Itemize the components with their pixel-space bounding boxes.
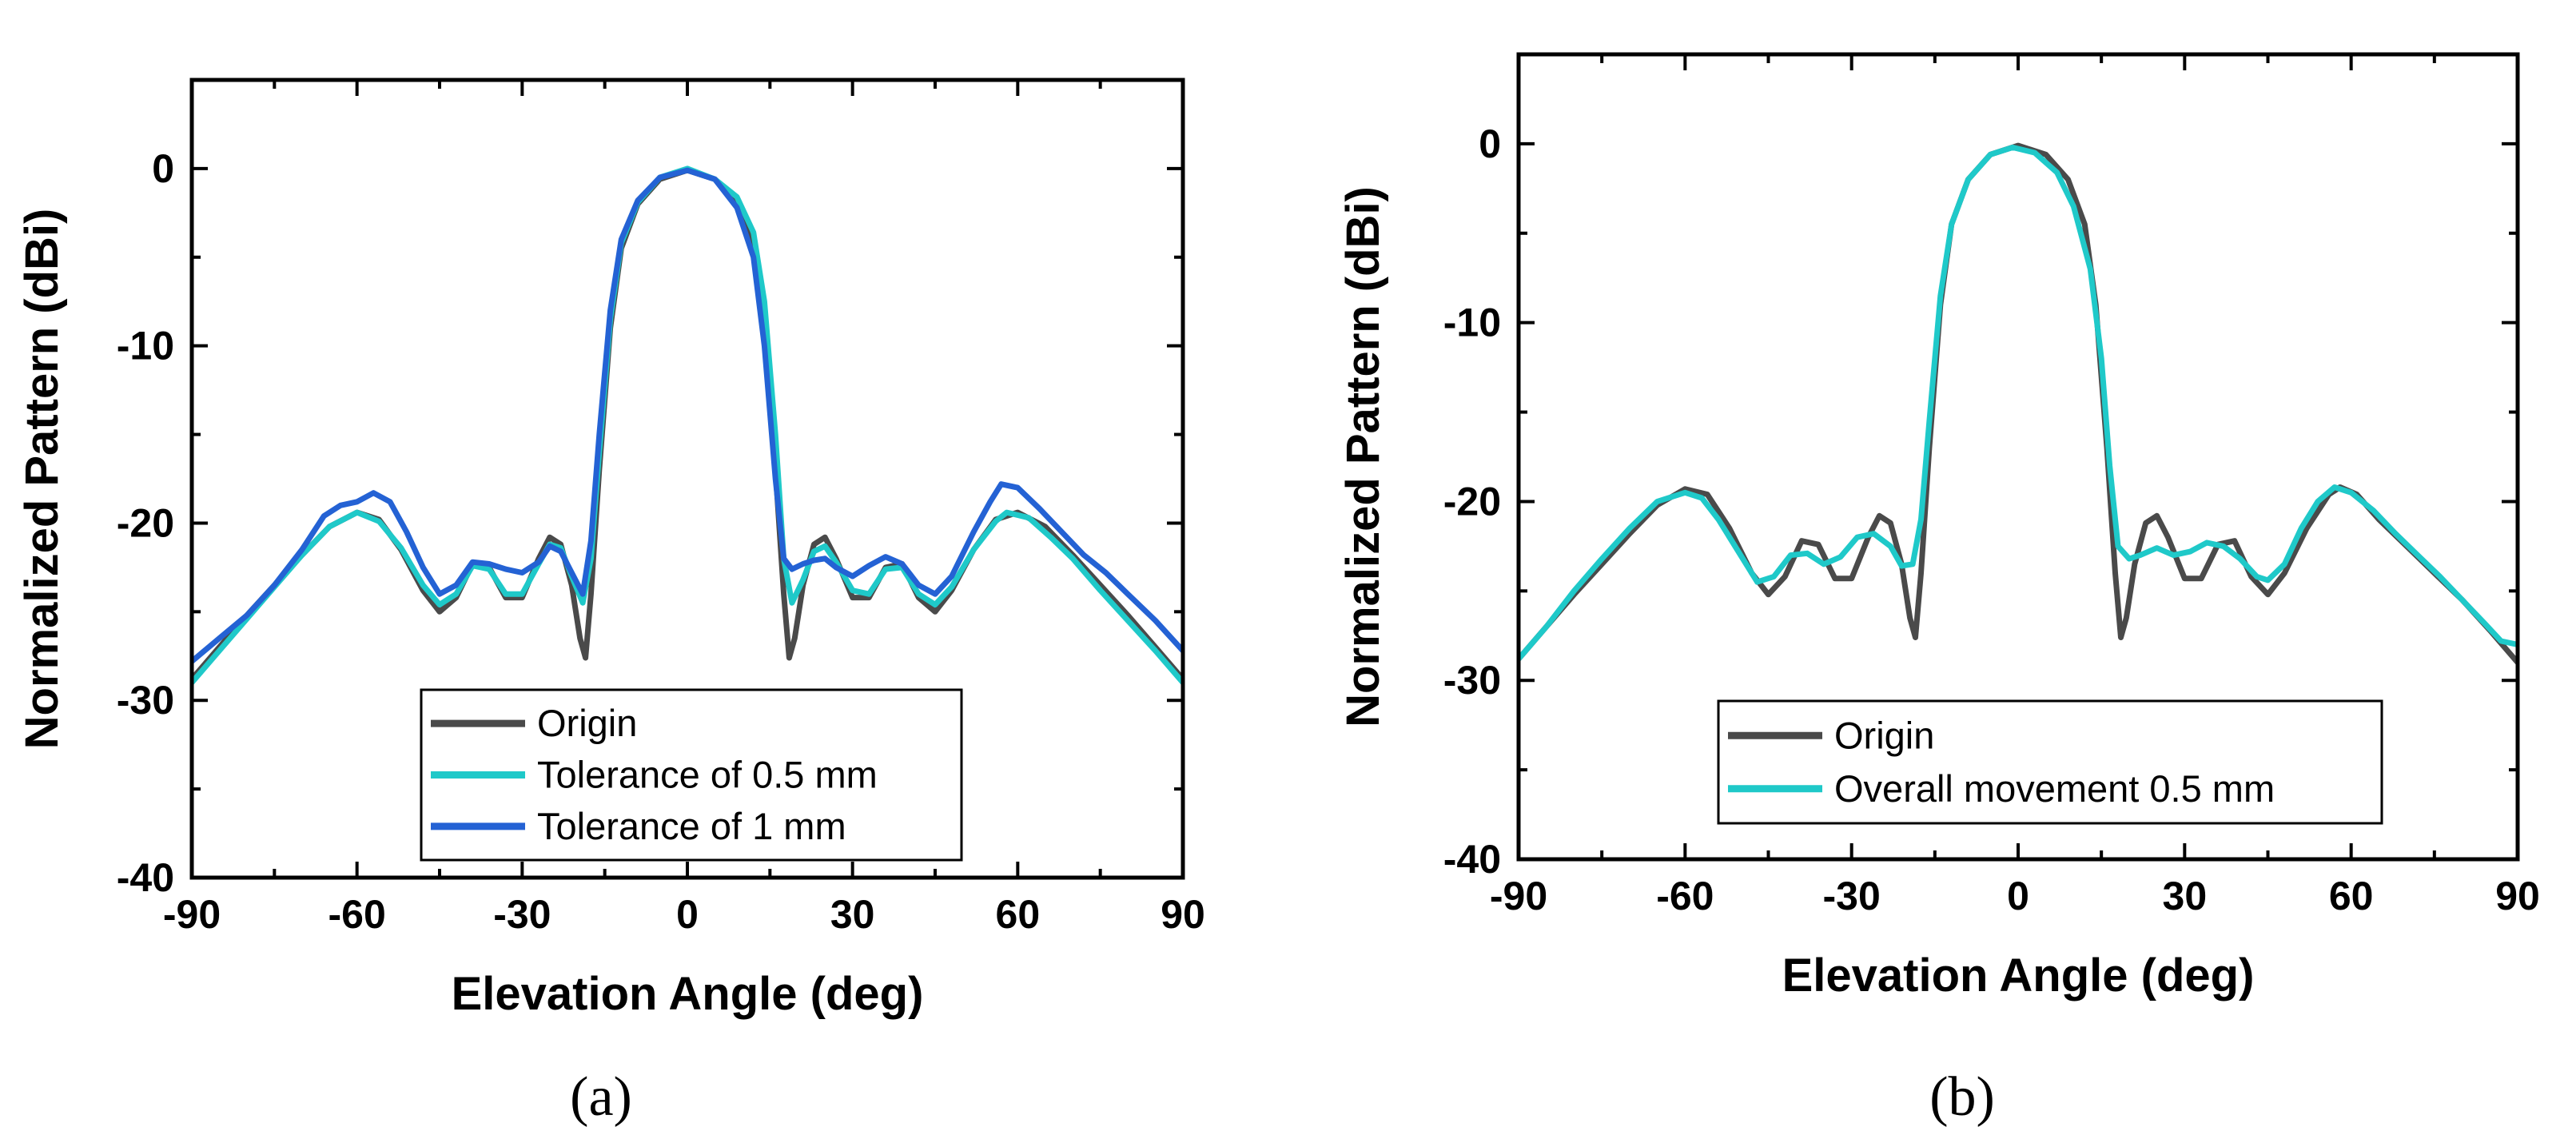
x-tick-label: 90: [2495, 874, 2540, 918]
y-tick-label: -10: [117, 324, 174, 368]
y-tick-label: -10: [1443, 301, 1501, 345]
panel-a: -90 -60 -30 0 30 60 90 -40 -30 -20 -10 0 Elevation A…: [16, 78, 1205, 1127]
x-tick-label: 30: [830, 892, 875, 937]
x-tick-label: -60: [328, 892, 386, 937]
x-tick-label: 60: [996, 892, 1041, 937]
legend-label-2: Tolerance of 0.5 mm: [537, 754, 878, 796]
panel-caption: (b): [1929, 1066, 1995, 1127]
series-line-1: [1519, 142, 2518, 666]
y-tick-label: -40: [117, 855, 174, 900]
legend-label-3: Tolerance of 1 mm: [537, 805, 846, 847]
y-axis-title: Normalized Pattern (dBi): [16, 209, 68, 750]
x-tick-label: -30: [1823, 874, 1881, 918]
legend: Origin Overall movement 0.5 mm: [1717, 699, 2383, 825]
legend-label-2: Overall movement 0.5 mm: [1834, 767, 2275, 810]
x-tick-label: 30: [2163, 874, 2208, 918]
y-tick-label: -20: [1443, 479, 1501, 524]
y-tick-label: -30: [117, 678, 174, 723]
y-tick-label: -30: [1443, 658, 1501, 703]
series-line-3: [192, 167, 1183, 664]
y-axis-title: Normalized Pattern (dBi): [1337, 186, 1389, 727]
y-tick-label: -40: [1443, 837, 1501, 882]
x-tick-label: 90: [1161, 892, 1205, 937]
series-line-1: [192, 167, 1183, 683]
series-line-2: [192, 165, 1183, 686]
y-tick-label: 0: [152, 146, 174, 191]
panel-caption: (a): [570, 1066, 632, 1127]
legend-label-1: Origin: [537, 702, 637, 744]
x-tick-label: 60: [2329, 874, 2374, 918]
panel-b: -90 -60 -30 0 30 60 90 -40 -30 -20 -10 0 Elevation A…: [1337, 52, 2540, 1127]
x-axis-title: Elevation Angle (deg): [452, 968, 924, 1020]
legend: Origin Tolerance of 0.5 mm Tolerance of 1 …: [420, 688, 963, 862]
x-tick-label: -90: [163, 892, 221, 937]
x-axis-title: Elevation Angle (deg): [1782, 950, 2255, 1002]
legend-box: [1717, 699, 2383, 825]
series-line-2: [1519, 144, 2518, 662]
x-tick-label: 0: [2007, 874, 2029, 918]
x-tick-label: -30: [493, 892, 551, 937]
legend-label-1: Origin: [1834, 714, 1934, 756]
series-group: [1519, 142, 2518, 666]
x-tick-label: -90: [1490, 874, 1547, 918]
y-tick-label: -20: [117, 500, 174, 545]
series-group: [192, 165, 1183, 686]
x-tick-label: 0: [676, 892, 699, 937]
x-tick-label: -60: [1656, 874, 1714, 918]
y-tick-label: 0: [1479, 121, 1501, 166]
